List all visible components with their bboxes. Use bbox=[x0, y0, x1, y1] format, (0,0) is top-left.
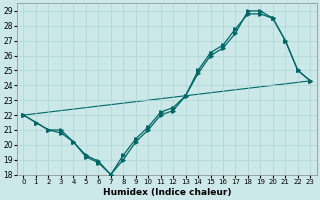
X-axis label: Humidex (Indice chaleur): Humidex (Indice chaleur) bbox=[103, 188, 231, 197]
